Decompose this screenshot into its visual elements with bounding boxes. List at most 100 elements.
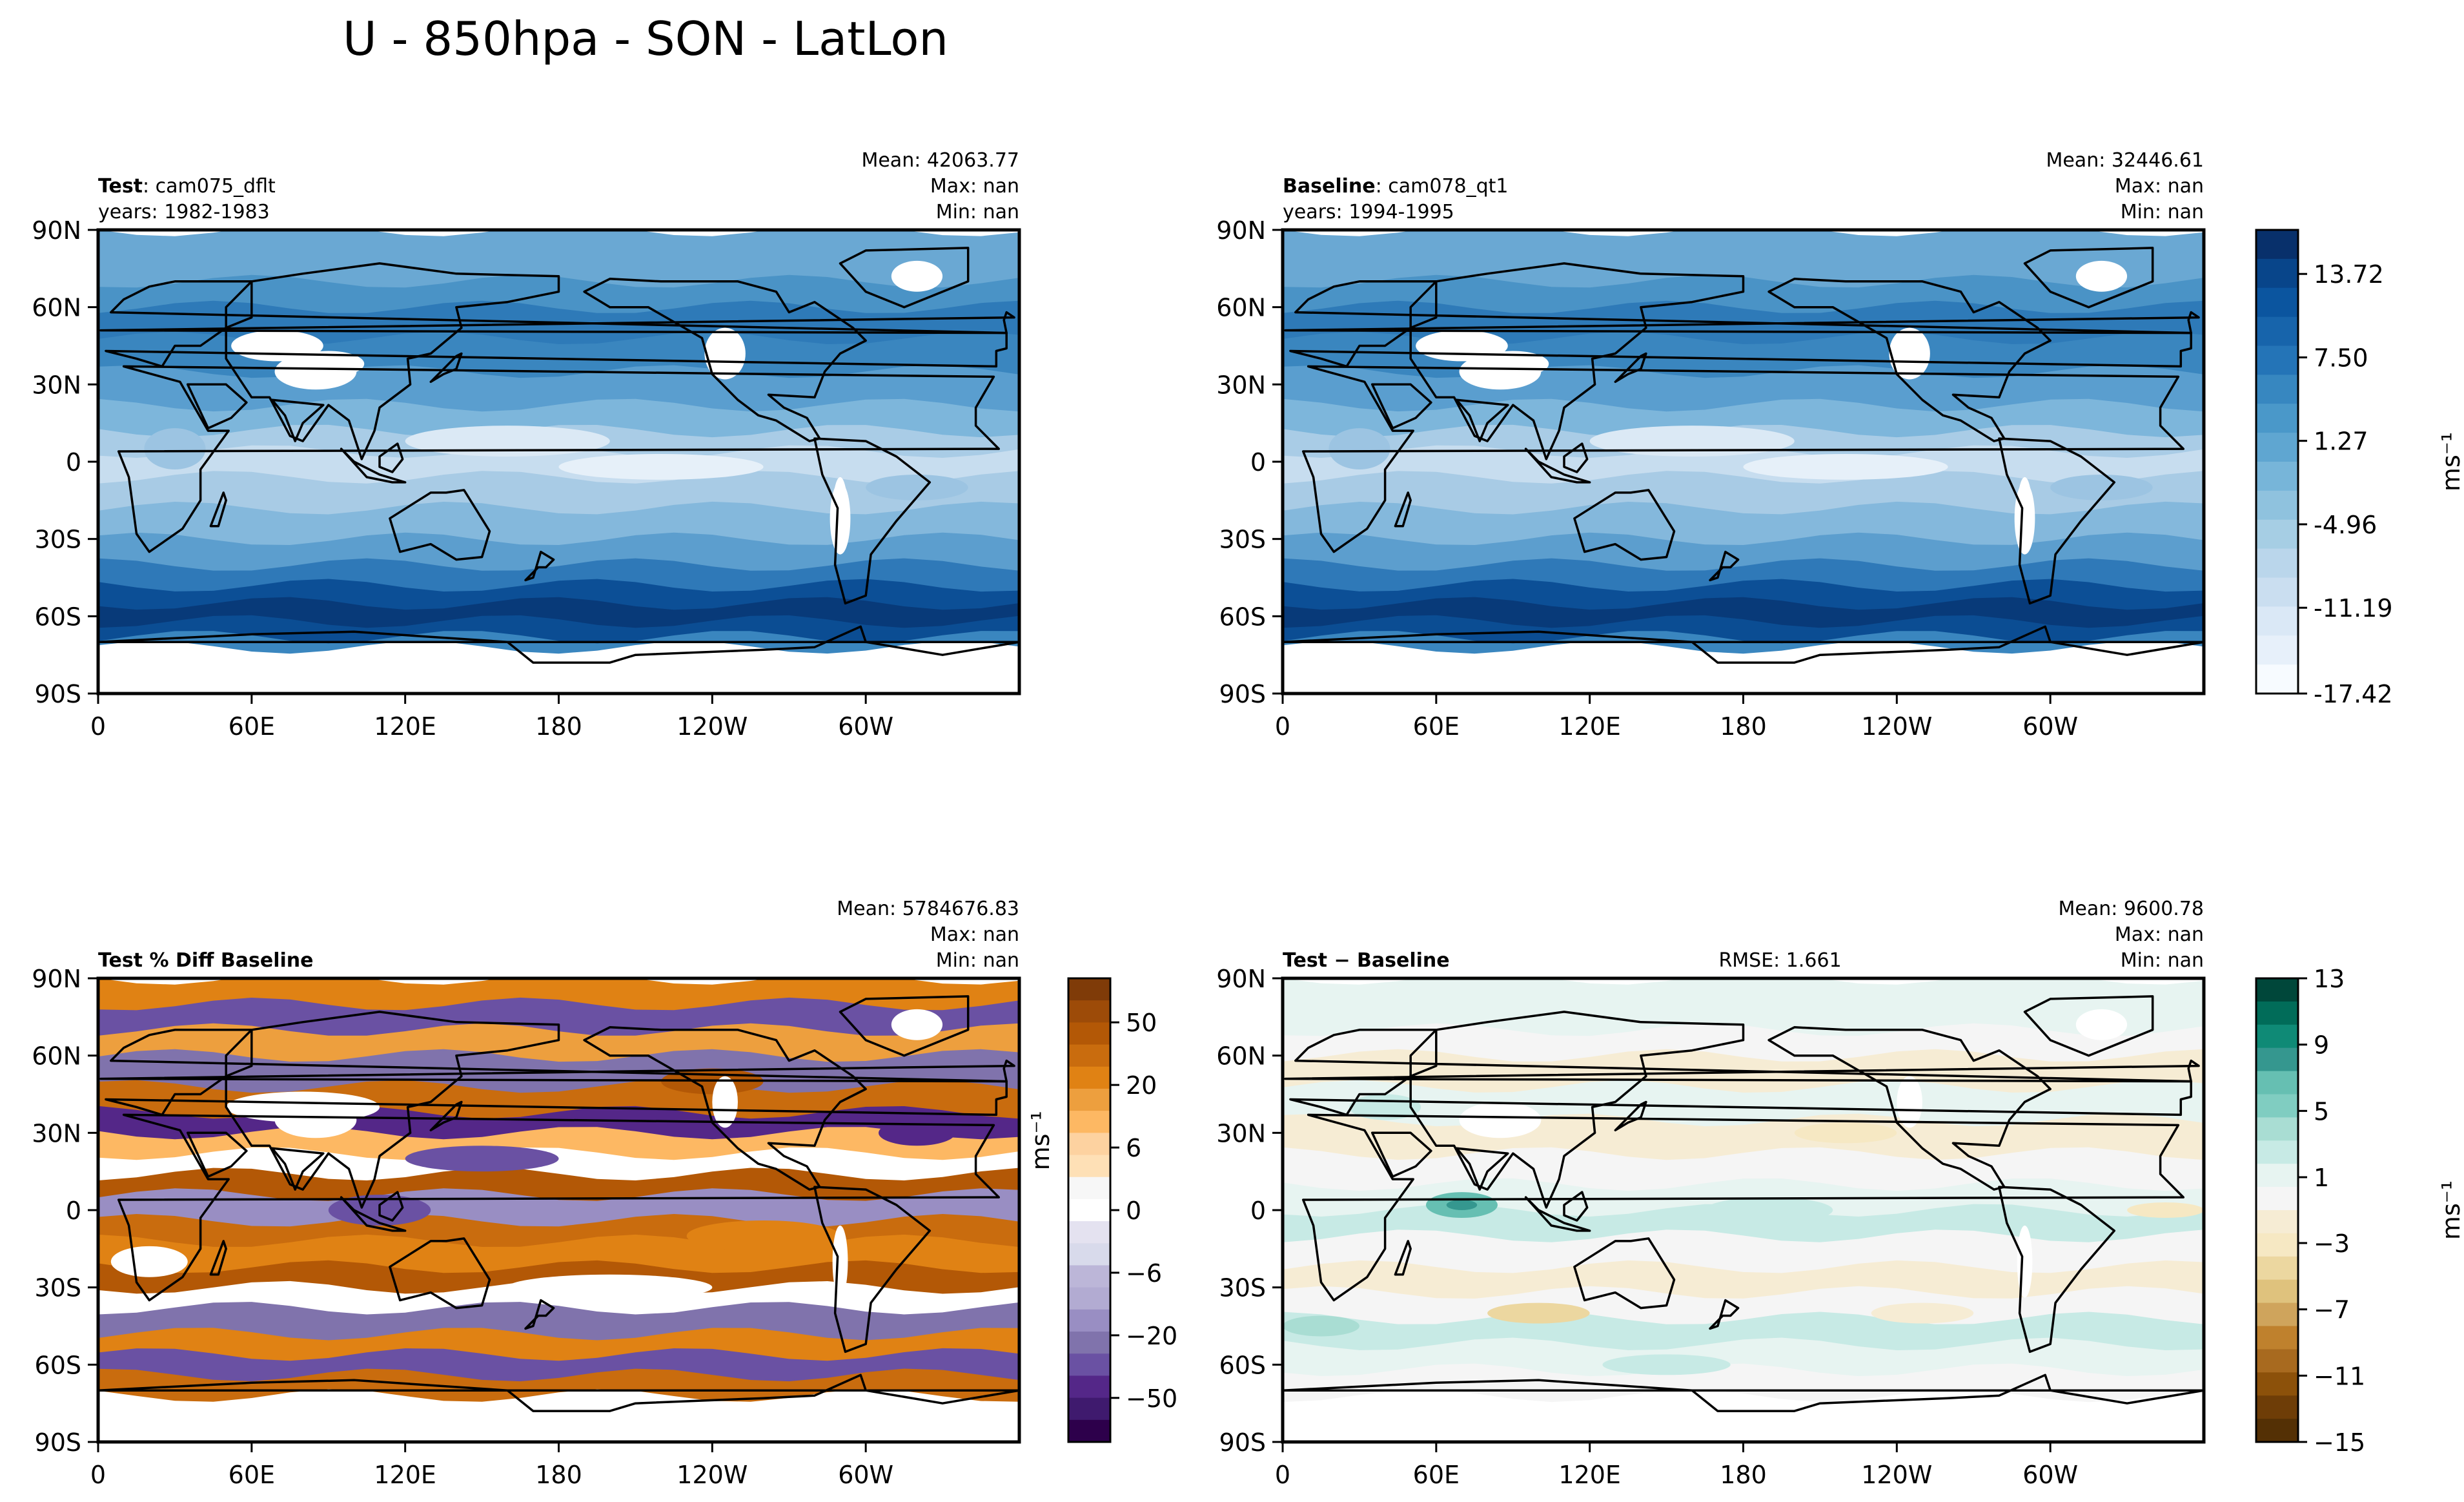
colorbar-swatch <box>2256 1349 2298 1373</box>
colorbar-tick-label: 1 <box>2314 1164 2329 1192</box>
colorbar-swatch <box>2256 519 2298 550</box>
coastline-arabia <box>1370 1131 1432 1178</box>
masked-terrain <box>2075 1009 2128 1040</box>
stat-line: Max: nan <box>2115 923 2204 946</box>
colorbar-puor: 50 20 6 0 −6 −20 −50 ms⁻¹ <box>1026 977 1177 1443</box>
coastline-borneo <box>378 1191 404 1222</box>
colorbar-tick-label: 0 <box>1126 1197 1141 1225</box>
x-tick-label: 120W <box>677 712 748 741</box>
x-tick-label: 120E <box>1558 1461 1621 1489</box>
colorbar-tick-label: 9 <box>2314 1031 2329 1060</box>
colorbar-swatch <box>2256 1140 2298 1165</box>
coastline-madagascar <box>209 1240 227 1276</box>
colorbar-tick-label: -17.42 <box>2314 680 2393 708</box>
contour-band <box>1283 641 2204 694</box>
colorbar-swatch <box>2256 1071 2298 1095</box>
coastline-australia <box>389 1237 491 1310</box>
colorbar-swatch <box>2256 1279 2298 1304</box>
panel-label-bold: Baseline <box>1283 175 1376 198</box>
y-tick-label: 0 <box>1250 1197 1266 1225</box>
x-tick-label: 120W <box>1861 712 1932 741</box>
y-tick-label: 30S <box>1219 1274 1266 1302</box>
panel-label: Test − Baseline <box>1283 949 1450 972</box>
stat-line: Max: nan <box>2115 175 2204 198</box>
colorbar-swatch <box>2256 606 2298 637</box>
colorbar-swatch <box>1068 1000 1110 1024</box>
coastline-arabia <box>1370 383 1432 429</box>
coastline-south-america <box>1998 1186 2116 1353</box>
coastline-uk <box>99 311 1015 334</box>
figure-title: U - 850hpa - SON - LatLon <box>342 12 949 66</box>
x-tick-label: 60W <box>2022 712 2078 741</box>
colorbar-swatch <box>2256 1094 2298 1118</box>
colorbar-swatch <box>2256 433 2298 462</box>
contour-blob <box>507 1274 713 1301</box>
masked-terrain <box>2017 1225 2033 1298</box>
colorbar-tick-label: 5 <box>2314 1097 2329 1126</box>
colorbar-tick-label: 13 <box>2314 965 2345 993</box>
contour-blob <box>1602 1354 1731 1375</box>
contour-blob <box>1589 426 1795 457</box>
colorbar-swatch <box>1068 1199 1110 1222</box>
stat-line: Mean: 32446.61 <box>2046 149 2204 172</box>
contour-band <box>1283 501 2204 547</box>
masked-terrain <box>891 1009 943 1040</box>
x-tick-label: 180 <box>535 1461 582 1489</box>
panel-label: Baseline: cam078_qt1 <box>1283 175 1509 198</box>
colorbar-swatch <box>2256 1117 2298 1142</box>
contour-field-diff <box>1283 978 2204 1442</box>
coastline-new-zealand <box>1709 550 1740 582</box>
axes-baseline: 0 60E 120E 180 120W 60W 90N 60N 30N 0 30S 60S 90S <box>1216 216 2078 741</box>
y-tick-label: 60S <box>35 1351 81 1379</box>
stat-line: Mean: 42063.77 <box>861 149 1019 172</box>
x-tick-label: 0 <box>1275 712 1290 741</box>
colorbar-swatch <box>2256 664 2298 694</box>
coastline-europe <box>1289 280 2192 368</box>
stat-line: Max: nan <box>930 923 1019 946</box>
contour-blob <box>110 1246 188 1277</box>
colorbar-swatch <box>2256 1256 2298 1281</box>
stat-line: Mean: 5784676.83 <box>837 898 1019 920</box>
coastline-madagascar <box>1394 491 1412 528</box>
y-tick-label: 30S <box>35 1274 81 1302</box>
contour-blob <box>405 426 610 457</box>
masked-terrain <box>891 260 943 292</box>
colorbar-tick-label: −20 <box>1126 1322 1177 1350</box>
coastline-south-america <box>813 437 932 605</box>
masked-terrain <box>2075 260 2128 292</box>
y-tick-label: 30S <box>35 526 81 554</box>
contour-band <box>1283 978 2204 1038</box>
rmse-value: RMSE: 1.661 <box>1718 949 1841 972</box>
colorbar-swatch <box>1068 1397 1110 1421</box>
x-tick-label: 180 <box>1720 712 1767 741</box>
colorbar-swatch <box>1068 1309 1110 1333</box>
y-tick-label: 0 <box>66 448 81 477</box>
y-tick-label: 60N <box>32 294 81 322</box>
masked-terrain <box>832 1225 848 1298</box>
x-tick-label: 0 <box>90 1461 106 1489</box>
x-tick-label: 60E <box>229 1461 275 1489</box>
coastline-north-america <box>583 278 867 442</box>
panel-label-case: : cam078_qt1 <box>1376 175 1509 198</box>
y-tick-label: 30N <box>1216 371 1266 399</box>
panel-header-diff: Test − Baseline Mean: 9600.78 Max: nan Min:… <box>1283 898 2204 972</box>
coastline-arabia <box>186 1131 248 1178</box>
coastline-japan <box>429 352 463 384</box>
colorbar-tick-label: −6 <box>1126 1259 1162 1288</box>
masked-terrain <box>1897 327 1922 380</box>
coastline-india <box>270 1147 325 1191</box>
colorbar-swatch <box>2256 978 2298 1002</box>
masked-terrain <box>1897 1076 1922 1128</box>
y-tick-label: 60N <box>32 1042 81 1071</box>
coastline-borneo <box>1563 442 1589 473</box>
axes-test: 0 60E 120E 180 120W 60W 90N 60N 30N 0 30S 60S 90S <box>32 216 893 741</box>
stat-line: Min: nan <box>936 201 1019 223</box>
x-tick-label: 120E <box>374 1461 436 1489</box>
coastline-uk <box>99 1059 1015 1083</box>
contour-blob <box>405 1146 559 1172</box>
colorbar-swatch <box>1068 1111 1110 1134</box>
contour-blob <box>144 428 206 469</box>
map-panel-baseline: 0 60E 120E 180 120W 60W 90N 60N 30N 0 30S 60S 90S Bas… <box>1216 149 2206 741</box>
colorbar-swatch <box>2256 1047 2298 1072</box>
